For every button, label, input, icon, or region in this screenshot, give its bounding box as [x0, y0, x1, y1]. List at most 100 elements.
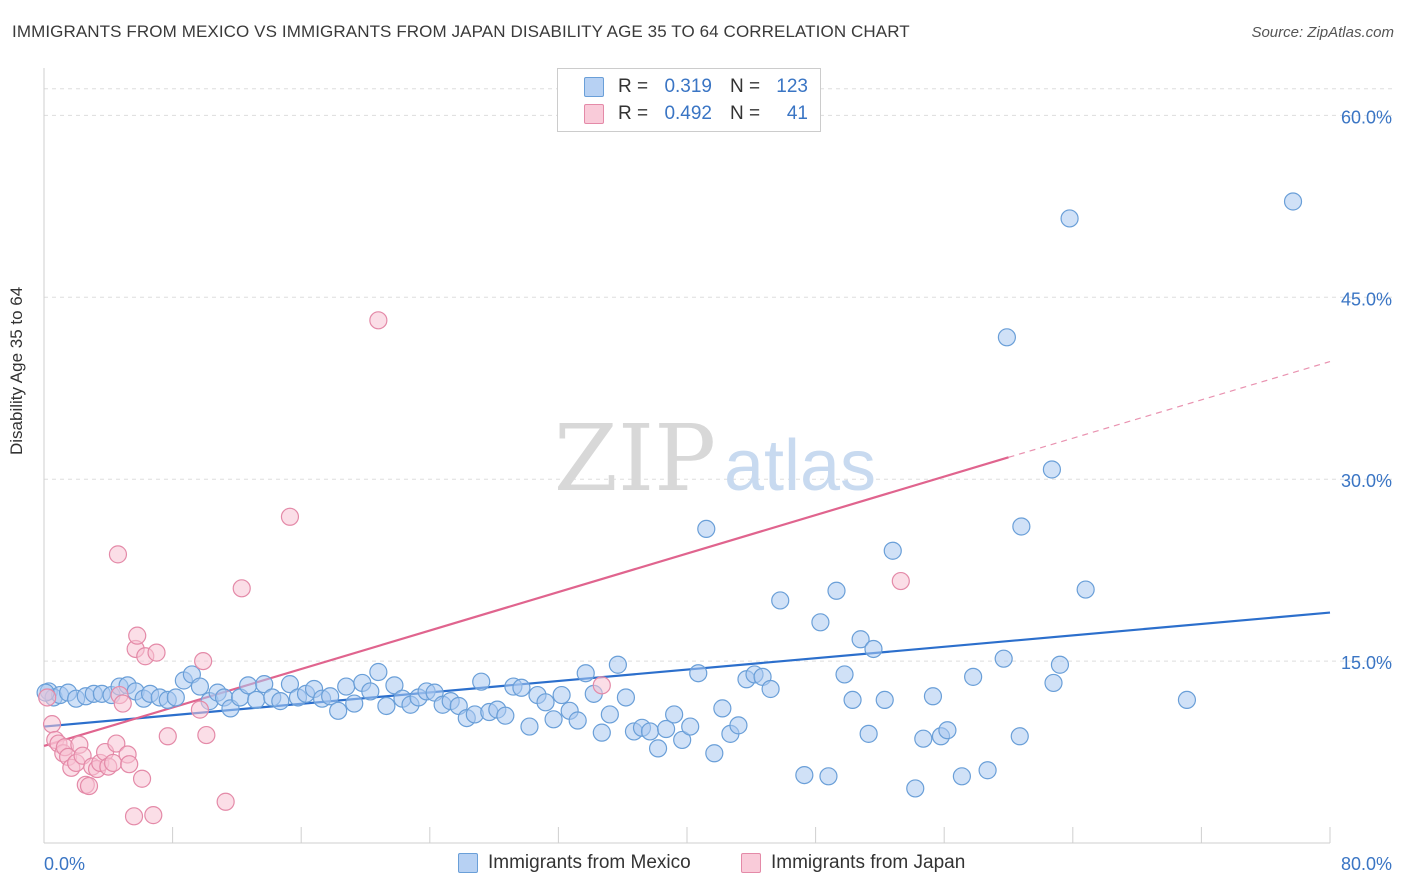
point-mexico: [864, 639, 883, 659]
point-mexico: [997, 328, 1016, 347]
point-japan: [280, 507, 300, 526]
watermark-zip: ZIP: [554, 405, 716, 512]
point-mexico: [1076, 580, 1095, 599]
x-tick-label-max: 80.0%: [1341, 854, 1392, 874]
point-mexico: [843, 690, 862, 710]
point-mexico: [681, 717, 700, 736]
point-mexico: [648, 739, 668, 758]
point-mexico: [552, 685, 571, 705]
point-mexico: [1042, 460, 1062, 479]
point-mexico: [608, 655, 627, 674]
point-mexico: [1050, 655, 1070, 674]
point-japan: [158, 727, 177, 746]
point-mexico: [851, 630, 870, 649]
legend-r-value-mexico: 0.319: [664, 76, 712, 97]
x-tick-label-min: 0.0%: [44, 854, 85, 874]
point-japan: [232, 579, 251, 598]
point-mexico: [166, 688, 185, 707]
point-mexico: [994, 649, 1013, 668]
tick-labels: 15.0% 30.0% 45.0% 60.0% 0.0% 80.0%: [44, 107, 1392, 874]
point-mexico: [689, 664, 708, 683]
point-mexico: [697, 519, 716, 539]
legend-n-label: N =: [730, 103, 761, 124]
point-mexico: [640, 722, 660, 741]
point-mexico: [978, 761, 997, 780]
point-mexico: [345, 694, 364, 713]
point-mexico: [1283, 192, 1303, 211]
y-axis-label: Disability Age 35 to 64: [7, 286, 26, 455]
point-mexico: [859, 724, 878, 743]
point-mexico: [827, 581, 846, 600]
point-mexico: [247, 690, 266, 710]
point-japan: [108, 545, 128, 564]
point-mexico: [729, 716, 748, 735]
point-mexico: [472, 672, 491, 691]
bottom-legend-label-japan: Immigrants from Japan: [771, 852, 966, 873]
bottom-legend-mexico: Immigrants from Mexico: [458, 852, 691, 874]
point-mexico: [592, 723, 611, 742]
chart-title: IMMIGRANTS FROM MEXICO VS IMMIGRANTS FRO…: [12, 22, 910, 41]
point-mexico: [835, 665, 854, 684]
point-mexico: [883, 541, 902, 560]
point-mexico: [713, 699, 732, 718]
point-japan: [38, 688, 57, 707]
point-mexico: [906, 779, 925, 798]
stats-legend: R = 0.319 N = 123 R = 0.492 N = 41: [557, 68, 821, 132]
point-mexico: [923, 687, 943, 706]
point-japan: [124, 807, 144, 826]
bottom-legend-swatch-japan: [741, 853, 761, 873]
point-japan: [891, 571, 910, 591]
point-mexico: [1010, 727, 1029, 746]
point-mexico: [321, 687, 340, 706]
point-mexico: [255, 675, 274, 694]
point-mexico: [1177, 690, 1197, 710]
point-mexico: [385, 676, 404, 695]
data-points: [36, 192, 1303, 826]
legend-n-label: N =: [730, 76, 761, 97]
point-mexico: [512, 678, 531, 697]
bottom-legend-japan: Immigrants from Japan: [741, 852, 965, 874]
point-japan: [42, 715, 62, 734]
point-japan: [144, 806, 163, 825]
bottom-legend-swatch-mexico: [458, 853, 478, 873]
point-mexico: [329, 701, 348, 720]
point-mexico: [914, 729, 933, 748]
point-japan: [194, 651, 213, 671]
point-mexico: [369, 662, 388, 682]
point-mexico: [568, 711, 587, 730]
point-mexico: [761, 679, 780, 699]
watermark: ZIP atlas: [554, 405, 876, 512]
point-mexico: [616, 688, 636, 707]
point-japan: [132, 769, 152, 788]
trend-line-japan: [43, 456, 1009, 748]
point-mexico: [190, 677, 210, 696]
legend-r-value-japan: 0.492: [664, 103, 712, 124]
y-tick-label: 15.0%: [1341, 653, 1392, 673]
point-mexico: [811, 613, 830, 632]
point-mexico: [361, 682, 380, 701]
y-tick-label: 45.0%: [1341, 289, 1392, 309]
legend-n-value-japan: 41: [786, 103, 808, 124]
point-mexico: [496, 706, 515, 725]
point-mexico: [665, 705, 684, 724]
point-mexico: [771, 591, 790, 610]
legend-n-value-mexico: 123: [776, 76, 808, 97]
point-mexico: [952, 767, 971, 786]
point-mexico: [600, 705, 619, 724]
point-mexico: [795, 765, 814, 785]
legend-row-japan: R = 0.492 N = 41: [584, 101, 808, 127]
point-mexico: [1060, 209, 1079, 228]
point-japan: [79, 776, 99, 796]
legend-r-label: R =: [618, 103, 649, 124]
point-mexico: [544, 710, 563, 729]
legend-swatch-mexico: [584, 77, 604, 97]
point-mexico: [819, 767, 838, 786]
point-japan: [113, 694, 132, 713]
point-japan: [592, 676, 611, 695]
point-mexico: [377, 696, 396, 716]
point-japan: [369, 311, 388, 330]
point-mexico: [576, 664, 595, 683]
axes: [43, 68, 1331, 844]
point-mexico: [520, 717, 539, 736]
